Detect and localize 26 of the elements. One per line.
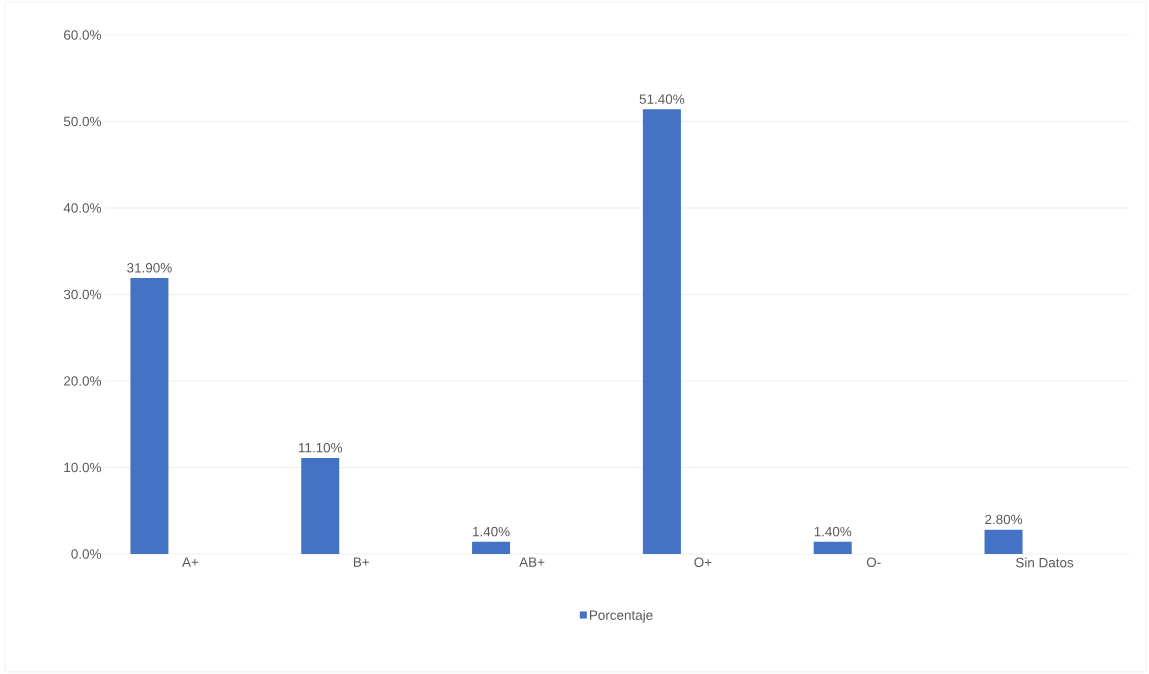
y-tick-label: 30.0% — [63, 289, 102, 300]
y-tick-label: 50.0% — [63, 116, 102, 127]
y-tick-label: 20.0% — [64, 376, 102, 386]
bar — [813, 541, 852, 554]
bar — [984, 529, 1023, 554]
x-tick-label: Sin Datos — [1015, 557, 1074, 568]
bar — [642, 109, 681, 554]
data-label: 11.10% — [298, 442, 343, 453]
y-tick-label: 10.0% — [64, 462, 102, 473]
y-tick-label: 40.0% — [63, 203, 102, 213]
bar — [301, 457, 340, 554]
x-tick-label: O+ — [694, 557, 712, 568]
x-tick-label: AB+ — [519, 557, 545, 567]
data-label: 31.90% — [127, 263, 172, 273]
data-label: 2.80% — [985, 514, 1023, 525]
bar — [130, 278, 169, 554]
bar — [472, 541, 511, 554]
y-tick-label: 60.0% — [64, 30, 102, 40]
x-tick-label: B+ — [353, 557, 369, 567]
y-tick-label: 0.0% — [71, 549, 102, 559]
data-label: 1.40% — [814, 526, 852, 537]
data-label: 51.40% — [639, 94, 685, 104]
data-label: 1.40% — [473, 526, 510, 537]
legend-label: Porcentaje — [589, 610, 653, 623]
x-tick-label: O- — [866, 557, 881, 568]
x-tick-label: A+ — [182, 557, 199, 567]
